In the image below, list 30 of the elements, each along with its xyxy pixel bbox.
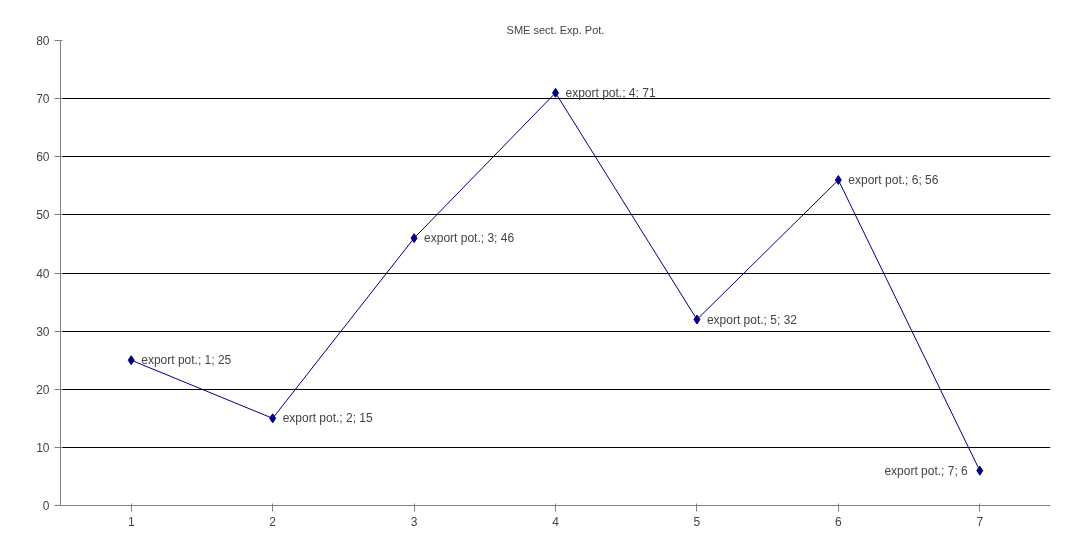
x-tick-label: 6 (835, 514, 843, 529)
y-tick-label: 60 (36, 150, 50, 165)
x-tick-label: 7 (976, 514, 984, 529)
data-label: export pot.; 5; 32 (706, 312, 798, 327)
y-tick-label: 0 (42, 499, 50, 513)
x-tick-label: 5 (693, 514, 701, 529)
point (127, 355, 135, 366)
data-label: export pot.; 6; 56 (848, 173, 939, 187)
data-label: export pot.; 1; 25 (141, 353, 232, 368)
y-tick-label: 10 (36, 440, 50, 455)
y-tick-label: 40 (36, 266, 50, 281)
x-tick-label: 1 (127, 514, 135, 529)
point (410, 233, 418, 244)
x-tick-label: 2 (269, 514, 277, 529)
y-tick-label: 80 (36, 34, 50, 48)
data-label: export pot.; 4; 71 (565, 85, 656, 100)
y-tick-label: 20 (36, 382, 50, 397)
data-label: export pot.; 7; 6 (884, 463, 969, 478)
y-tick-label: 50 (36, 208, 50, 223)
point (976, 465, 984, 476)
point (834, 175, 842, 185)
x-tick-label: 4 (552, 514, 560, 529)
y-tick-label: 70 (36, 92, 50, 107)
chart-title: SME sect. Exp. Pot. (506, 23, 605, 36)
data-label: export pot.; 3; 46 (424, 231, 515, 246)
point (693, 314, 701, 325)
data-label: export pot.; 2; 15 (282, 411, 374, 426)
x-tick-label: 3 (410, 514, 418, 529)
point (269, 413, 277, 424)
y-tick-label: 30 (36, 324, 50, 339)
